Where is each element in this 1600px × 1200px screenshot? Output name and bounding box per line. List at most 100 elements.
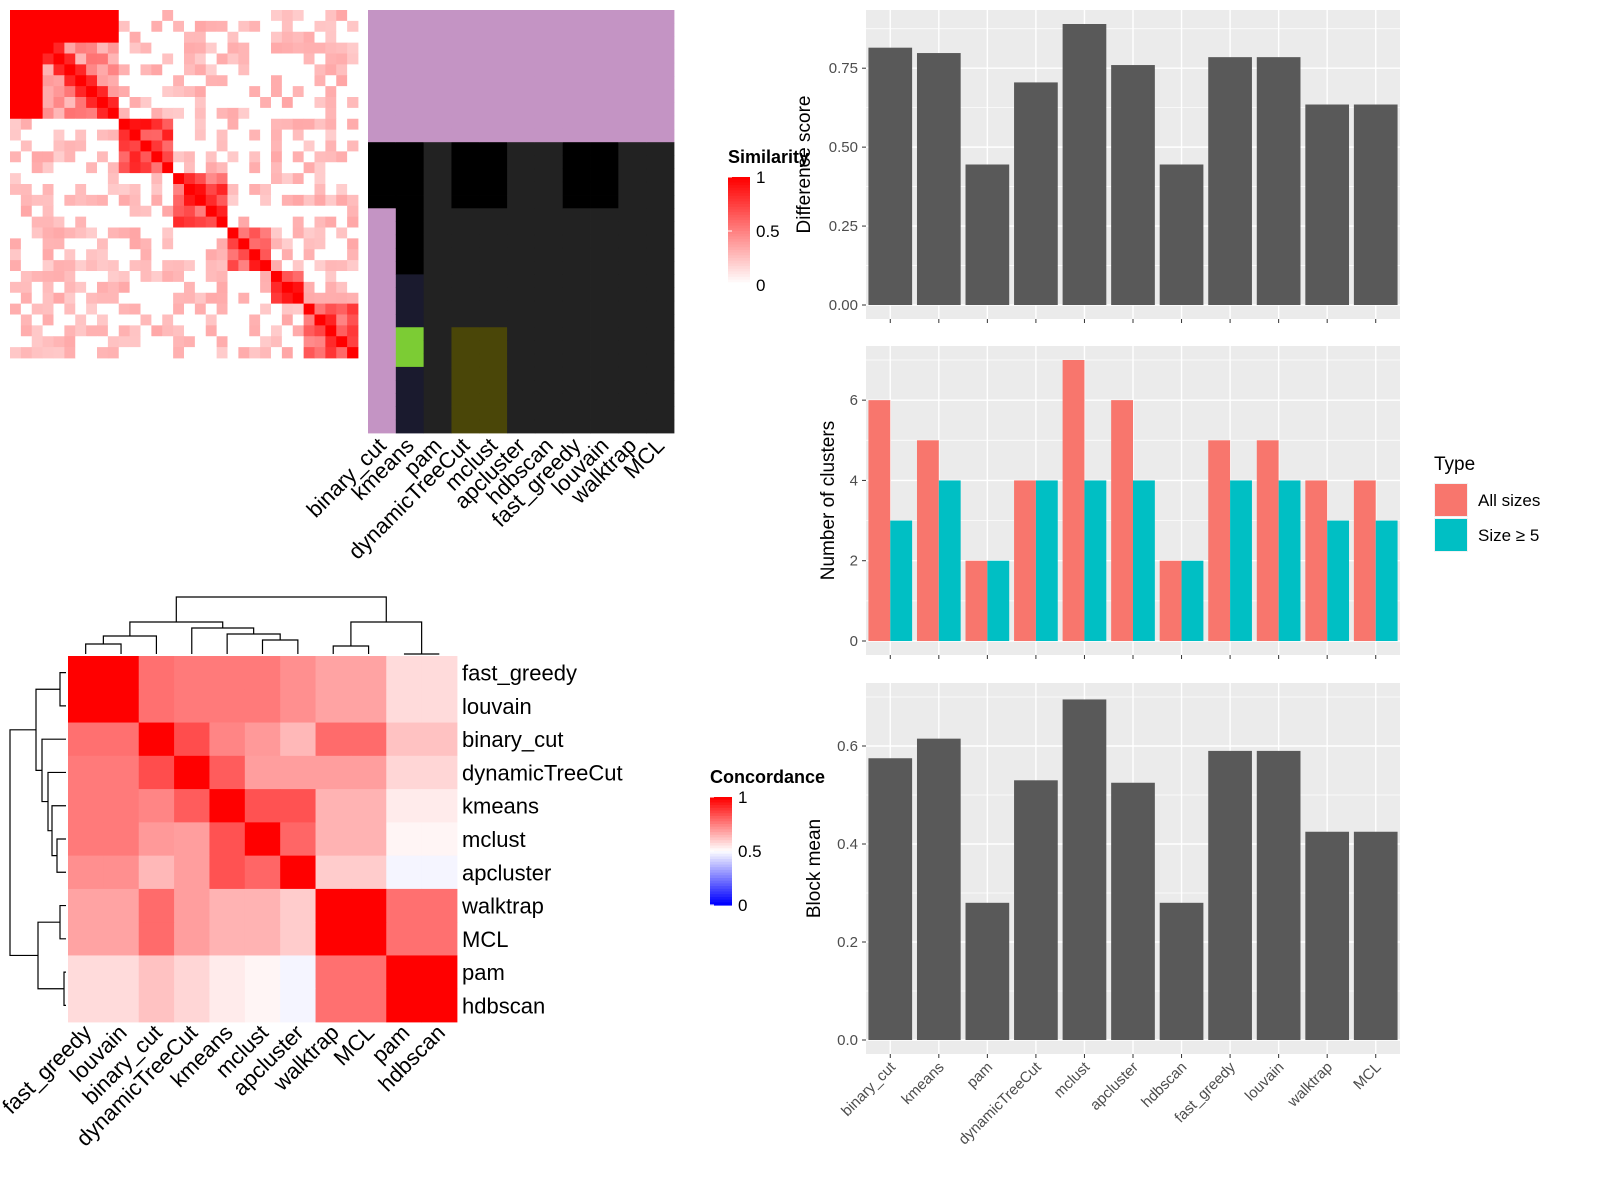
heatmap-cell (325, 118, 337, 131)
heatmap-cell (281, 64, 294, 76)
legend-gradient-step (728, 204, 750, 208)
cluster-cell (590, 419, 619, 434)
bar (1159, 902, 1204, 1040)
heatmap-cell (347, 129, 359, 141)
cluster-cell (395, 142, 425, 156)
concordance-cell (68, 689, 104, 723)
heatmap-cell (184, 314, 196, 326)
heatmap-cell (194, 10, 207, 22)
heatmap-cell (216, 205, 228, 218)
cluster-cell (395, 287, 425, 302)
heatmap-cell (97, 184, 109, 196)
heatmap-cell (162, 86, 174, 98)
heatmap-cell (64, 53, 76, 65)
heatmap-cell (314, 184, 326, 196)
heatmap-cell (107, 53, 120, 65)
concordance-cell (68, 789, 104, 823)
cluster-cell (395, 247, 425, 262)
cluster-cell (646, 380, 675, 394)
heatmap-cell (336, 107, 348, 120)
heatmap-cell (227, 184, 239, 196)
heatmap-cell (238, 325, 250, 337)
heatmap-cell (162, 216, 174, 228)
heatmap-cell (216, 64, 228, 76)
cluster-cell (646, 181, 675, 196)
heatmap-cell (194, 184, 207, 196)
heatmap-cell (194, 162, 207, 174)
legend-gradient-step (710, 815, 732, 820)
heatmap-cell (151, 107, 163, 120)
legend-gradient-step (710, 894, 732, 898)
heatmap-cell (129, 53, 141, 65)
heatmap-cell (292, 303, 305, 315)
heatmap-cell (271, 173, 283, 185)
cluster-cell (646, 62, 675, 77)
heatmap-cell (336, 205, 348, 218)
heatmap-cell (173, 107, 185, 120)
heatmap-cell (194, 42, 207, 54)
cluster-cell (423, 155, 452, 170)
heatmap-cell (314, 227, 326, 239)
heatmap-cell (227, 31, 239, 44)
legend-gradient-step (710, 802, 732, 806)
heatmap-cell (184, 64, 196, 76)
heatmap-cell (162, 325, 174, 337)
row-label: binary_cut (462, 727, 564, 752)
cluster-cell (646, 314, 675, 328)
heatmap-cell (314, 140, 326, 152)
legend-gradient-step (710, 824, 732, 828)
cluster-cell (451, 300, 480, 315)
heatmap-cell (75, 249, 87, 261)
heatmap-cell (31, 194, 44, 207)
heatmap-cell (281, 86, 294, 98)
concordance-cell (209, 955, 246, 990)
heatmap-cell (10, 227, 22, 239)
concordance-cell (244, 955, 281, 990)
cluster-cell (618, 36, 647, 51)
legend-gradient-step (728, 209, 750, 213)
heatmap-cell (249, 10, 261, 22)
heatmap-cell (173, 129, 185, 141)
heatmap-cell (162, 238, 174, 250)
column-dendrogram-branch (175, 596, 387, 622)
heatmap-cell (194, 20, 207, 33)
heatmap-cell (303, 227, 315, 239)
heatmap-cell (97, 107, 109, 120)
heatmap-cell (75, 314, 87, 326)
heatmap-cell (151, 97, 163, 109)
heatmap-cell (314, 325, 326, 337)
heatmap-cell (303, 129, 315, 141)
cluster-cell (507, 221, 536, 236)
heatmap-cell (347, 303, 359, 315)
cluster-cell (368, 327, 397, 341)
cluster-cell (507, 49, 536, 64)
heatmap-cell (184, 129, 196, 141)
heatmap-cell (129, 42, 141, 54)
heatmap-cell (118, 31, 131, 44)
x-tick-label: apcluster (1087, 1059, 1142, 1114)
heatmap-cell (314, 42, 326, 54)
heatmap-cell (347, 97, 359, 109)
cluster-cell (423, 142, 452, 156)
cluster-cell (534, 353, 564, 368)
heatmap-cell (97, 162, 109, 174)
heatmap-cell (140, 97, 152, 109)
legend-gradient-step (710, 859, 732, 863)
legend-gradient-step (710, 888, 732, 893)
cluster-cell (507, 102, 536, 117)
heatmap-cell (140, 281, 152, 294)
heatmap-cell (20, 347, 33, 359)
heatmap-cell (75, 10, 87, 22)
heatmap-cell (205, 162, 218, 174)
concordance-cell (103, 789, 140, 823)
legend-gradient-step (710, 813, 732, 817)
heatmap-cell (75, 97, 87, 109)
cluster-cell (451, 287, 480, 302)
heatmap-cell (194, 173, 207, 185)
heatmap-cell (271, 281, 283, 294)
heatmap-cell (86, 281, 98, 294)
heatmap-cell (227, 227, 239, 239)
cluster-cell (423, 102, 452, 117)
cluster-cell (479, 181, 508, 196)
